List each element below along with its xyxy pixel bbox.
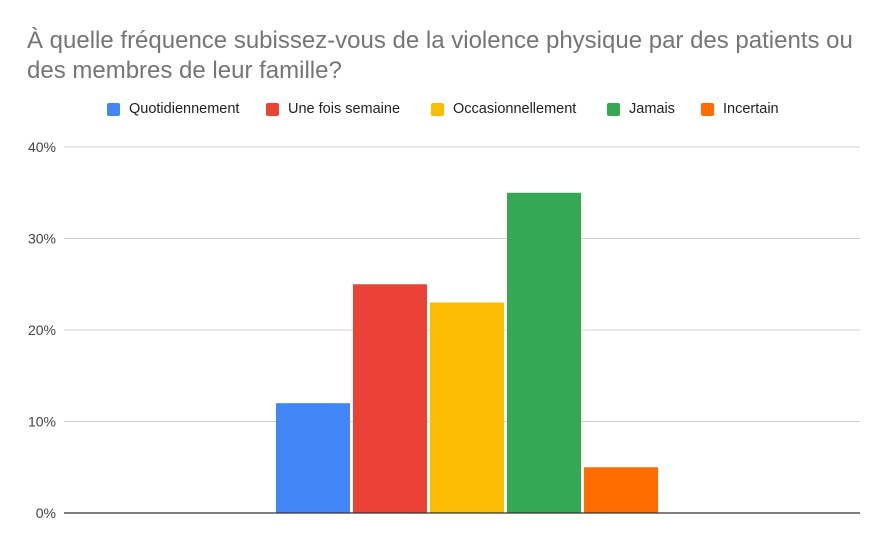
legend-item-jamais[interactable]: Jamais (607, 101, 675, 117)
legend-item-quotidiennement[interactable]: Quotidiennement (107, 101, 239, 117)
y-tick-label: 30% (28, 231, 56, 247)
legend-label: Incertain (723, 101, 779, 117)
chart-title: À quelle fréquence subissez-vous de la v… (27, 27, 853, 84)
y-tick-label: 20% (28, 322, 56, 338)
y-tick-label: 40% (28, 139, 56, 155)
legend-swatch (701, 102, 714, 116)
bar-une-fois-semaine[interactable] (353, 284, 427, 513)
legend-item-une-fois-semaine[interactable]: Une fois semaine (266, 101, 400, 117)
bars (276, 192, 658, 513)
bar-quotidiennement[interactable] (276, 403, 350, 513)
legend-label: Occasionnellement (453, 101, 577, 117)
y-axis-ticks: 0% 10% 20% 30% 40% (28, 139, 56, 521)
bar-jamais[interactable] (507, 192, 581, 513)
bar-occasionnellement[interactable] (430, 302, 504, 513)
legend-swatch (431, 102, 444, 116)
legend-label: Quotidiennement (129, 101, 240, 117)
y-tick-label: 10% (28, 414, 56, 430)
legend-item-occasionnellement[interactable]: Occasionnellement (431, 101, 576, 117)
legend: Quotidiennement Une fois semaine Occasio… (0, 101, 885, 123)
legend-item-incertain[interactable]: Incertain (701, 101, 779, 117)
legend-label: Une fois semaine (288, 101, 401, 117)
legend-label: Jamais (629, 101, 675, 117)
legend-swatch (266, 102, 279, 116)
y-tick-label: 0% (36, 505, 56, 521)
legend-swatch (107, 102, 120, 116)
legend-swatch (607, 102, 620, 116)
bar-incertain[interactable] (584, 467, 658, 513)
